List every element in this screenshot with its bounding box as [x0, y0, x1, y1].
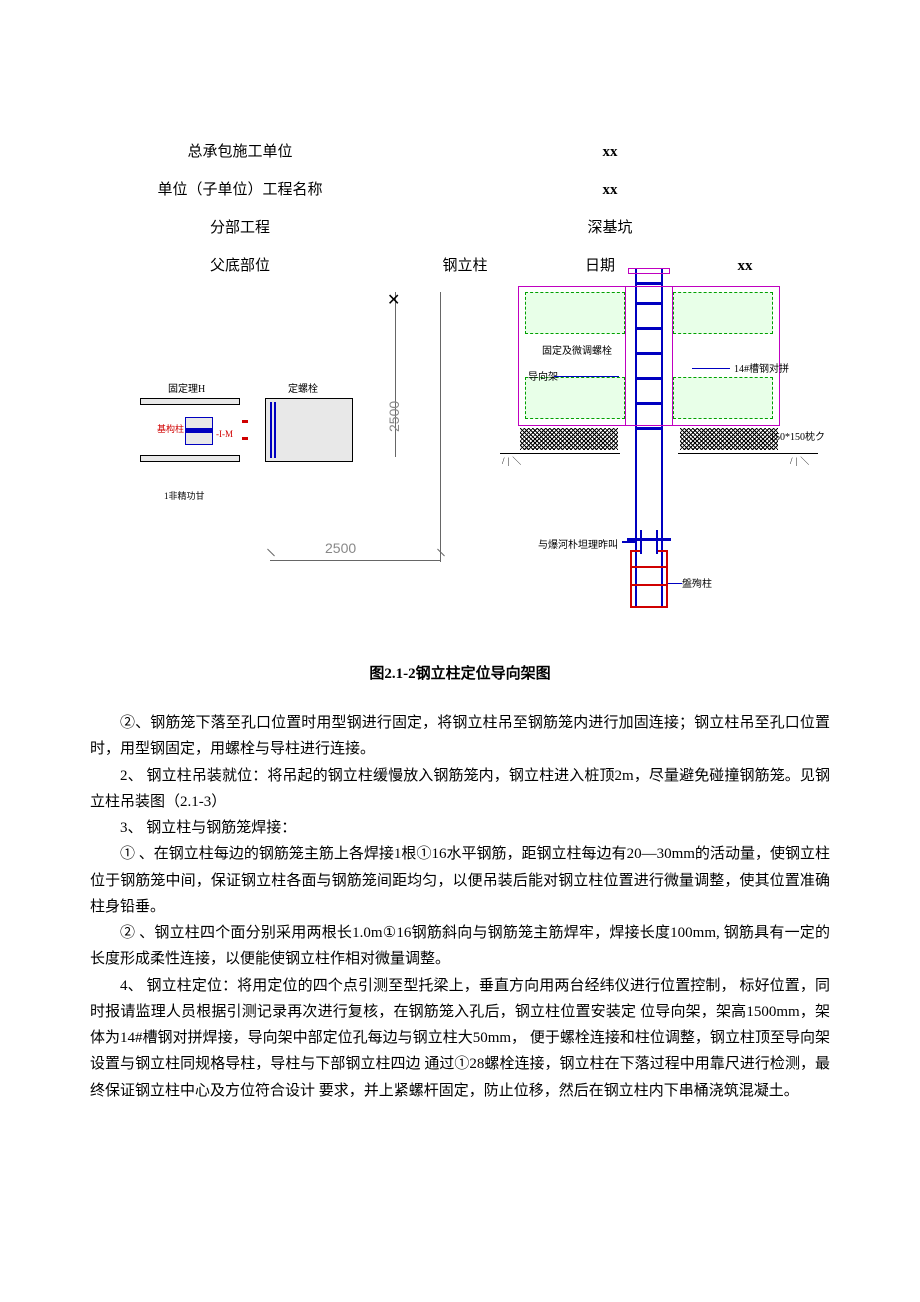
- label-part: 父底部位: [90, 254, 390, 278]
- para-6: 4、 钢立柱定位：将用定位的四个点引测至型托梁上，垂直方向用两台经纬仪进行位置控…: [90, 973, 830, 1104]
- label-sub: 分部工程: [90, 216, 390, 240]
- label-detailA: -I-M: [216, 427, 233, 441]
- para-4: ① 、在钢立柱每边的钢筋笼主筋上各焊接1根①16水平钢筋，距钢立柱每边有20—3…: [90, 841, 830, 920]
- label-bottom: 与爆河朴坦理昨叫: [538, 538, 618, 554]
- plan-drawing: 固定理H 定螺栓 基构柱 -I-M 1非精功甘 2500 2500 ✕: [90, 322, 460, 622]
- dim-h-text: 2500: [325, 537, 356, 559]
- val-unit: xx: [390, 178, 830, 202]
- header-row-3: 分部工程 深基坑: [90, 216, 830, 240]
- elevation-drawing: 固定及微调螺栓 导向架 14#槽钢对拼 150*150枕ク /|＼ /|＼ 与爆…: [470, 272, 830, 632]
- para-5: ② 、钢立柱四个面分别采用两根长1.0m①16钢筋斜向与钢筋笼主筋焊牢，焊接长度…: [90, 920, 830, 973]
- label-timber: 150*150枕ク: [770, 430, 825, 446]
- header-row-2: 单位（子单位）工程名称 xx: [90, 178, 830, 202]
- label-contractor: 总承包施工单位: [90, 140, 390, 164]
- label-unit: 单位（子单位）工程名称: [90, 178, 390, 202]
- label-channel: 14#槽钢对拼: [734, 362, 789, 378]
- para-2: 2、 钢立柱吊装就位：将吊起的钢立柱缓慢放入钢筋笼内，钢立柱进入桩顶2m，尽量避…: [90, 763, 830, 816]
- figure-2-1-2: 固定理H 定螺栓 基构柱 -I-M 1非精功甘 2500 2500 ✕: [90, 292, 830, 632]
- dim-h-line: [270, 560, 440, 561]
- timber-left: [520, 428, 618, 450]
- label-adjust: 固定及微调螺栓: [542, 344, 612, 360]
- label-cage: 盤殉柱: [682, 577, 712, 593]
- bolt-icon: [242, 420, 248, 423]
- label-fixedH: 固定理H: [168, 382, 205, 398]
- label-bolt: 定螺栓: [288, 382, 318, 398]
- label-col: 基构柱: [157, 422, 184, 436]
- body-text: ②、钢筋笼下落至孔口位置时用型钢进行固定，将钢立柱吊至钢筋笼内进行加固连接；钢立…: [90, 710, 830, 1104]
- dim-arrow-icon: ✕: [387, 288, 400, 314]
- bottom-cage: [630, 550, 668, 608]
- header-table: 总承包施工单位 xx 单位（子单位）工程名称 xx 分部工程 深基坑 父底部位 …: [90, 140, 830, 278]
- para-3: 3、 钢立柱与钢筋笼焊接：: [90, 815, 830, 841]
- para-1: ②、钢筋笼下落至孔口位置时用型钢进行固定，将钢立柱吊至钢筋笼内进行加固连接；钢立…: [90, 710, 830, 763]
- val-sub: 深基坑: [390, 216, 830, 240]
- header-row-1: 总承包施工单位 xx: [90, 140, 830, 164]
- ground-hatch-icon: /|＼: [502, 454, 524, 468]
- plan-right-block: [265, 398, 353, 462]
- plan-footnote: 1非精功甘: [164, 489, 205, 503]
- timber-right: [680, 428, 778, 450]
- figure-caption: 图2.1-2钢立柱定位导向架图: [90, 662, 830, 686]
- val-contractor: xx: [390, 140, 830, 164]
- label-guide: 导向架: [528, 370, 558, 386]
